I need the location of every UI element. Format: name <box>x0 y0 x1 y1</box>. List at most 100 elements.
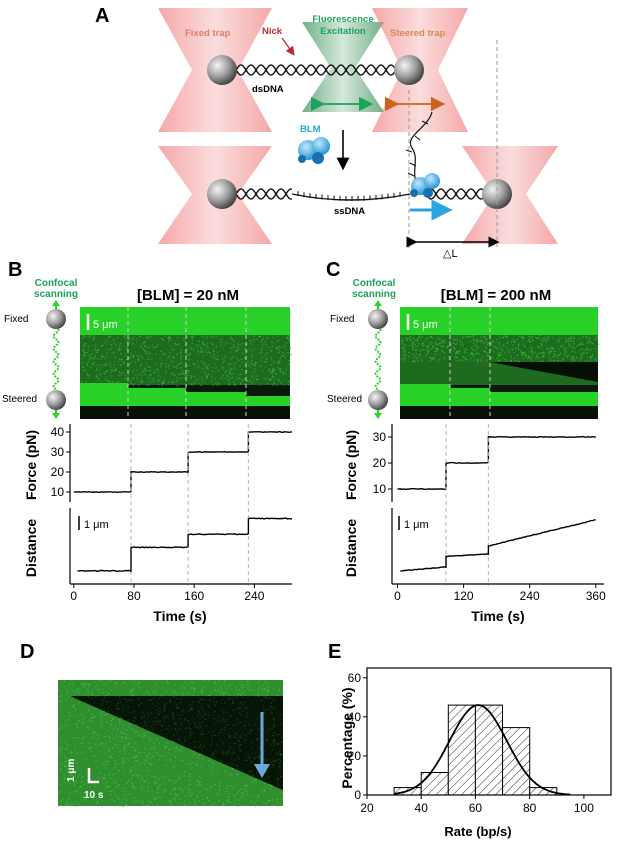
kymo-speckle <box>227 801 228 802</box>
kymo-speckle <box>74 715 75 716</box>
kymo-speckle <box>121 740 122 741</box>
kymo-speckle <box>198 782 199 783</box>
kymo-speckle <box>109 736 110 737</box>
kymo-speckle <box>257 339 258 340</box>
kymo-speckle <box>123 806 124 807</box>
kymo-speckle <box>277 367 278 368</box>
kymo-speckle <box>141 363 142 364</box>
kymo-speckle <box>554 351 555 352</box>
kymo-speckle <box>548 353 549 354</box>
kymo-speckle <box>196 764 197 765</box>
kymo-speckle <box>262 691 263 692</box>
kymo-speckle <box>231 343 232 344</box>
kymo-speckle <box>587 356 588 357</box>
kymo-speckle <box>486 352 487 353</box>
kymo-speckle <box>506 343 507 344</box>
kymo-speckle <box>59 805 60 806</box>
kymo-speckle <box>61 751 62 752</box>
kymo-speckle <box>271 377 272 378</box>
kymo-speckle <box>201 693 202 694</box>
kymo-speckle <box>145 682 146 683</box>
kymo-speckle <box>98 366 99 367</box>
kymo-speckle <box>96 369 97 370</box>
kymo-speckle <box>543 352 544 353</box>
kymo-speckle <box>118 381 119 382</box>
kymo-speckle <box>105 356 106 357</box>
kymo-speckle <box>108 787 109 788</box>
kymo-speckle <box>80 786 81 787</box>
kymo-speckle <box>129 743 130 744</box>
kymo-speckle <box>402 348 403 349</box>
kymo-speckle <box>153 370 154 371</box>
kymo-speckle <box>401 339 402 340</box>
kymo-speckle <box>206 376 207 377</box>
kymo-speckle <box>455 344 456 345</box>
kymo-speckle <box>179 378 180 379</box>
kymo-speckle <box>118 799 119 800</box>
kymo-speckle <box>226 343 227 344</box>
kymo-speckle <box>408 360 409 361</box>
kymo-speckle <box>190 774 191 775</box>
kymo-speckle <box>124 759 125 760</box>
kymo-speckle <box>567 357 568 358</box>
kymo-speckle <box>175 794 176 795</box>
kymo-speckle <box>542 345 543 346</box>
kymo-speckle <box>455 339 456 340</box>
kymo-speckle <box>204 680 205 681</box>
kymo-speckle <box>124 745 125 746</box>
kymo-speckle <box>98 689 99 690</box>
kymo-speckle <box>111 344 112 345</box>
kymo-speckle <box>170 802 171 803</box>
kymo-speckle <box>91 694 92 695</box>
kymo-speckle <box>505 359 506 360</box>
kymo-speckle <box>59 792 60 793</box>
kymo-speckle <box>584 352 585 353</box>
kymo-speckle <box>111 370 112 371</box>
kymo-speckle <box>128 781 129 782</box>
kymo-speckle <box>122 791 123 792</box>
kymo-speckle <box>453 336 454 337</box>
kymo-speckle <box>129 339 130 340</box>
x-tick-label: 100 <box>574 801 594 815</box>
kymo-speckle <box>238 360 239 361</box>
kymo-speckle <box>203 364 204 365</box>
kymo-speckle <box>85 735 86 736</box>
kymo-speckle <box>586 337 587 338</box>
kymo-speckle <box>529 339 530 340</box>
kymo-speckle <box>63 781 64 782</box>
kymo-speckle <box>107 786 108 787</box>
d-scale-y: 1 μm <box>66 759 77 782</box>
kymo-speckle <box>163 354 164 355</box>
kymo-speckle <box>201 360 202 361</box>
kymo-speckle <box>418 356 419 357</box>
kymo-speckle <box>111 363 112 364</box>
kymo-speckle <box>131 728 132 729</box>
kymo-speckle <box>473 335 474 336</box>
kymo-speckle <box>553 360 554 361</box>
kymo-speckle <box>233 348 234 349</box>
kymo-speckle <box>156 739 157 740</box>
kymo-speckle <box>99 735 100 736</box>
kymo-speckle <box>71 752 72 753</box>
kymo-speckle <box>485 352 486 353</box>
kymo-speckle <box>88 710 89 711</box>
kymo-speckle <box>273 376 274 377</box>
kymo-speckle <box>188 361 189 362</box>
kymo-speckle <box>141 371 142 372</box>
kymo-speckle <box>580 344 581 345</box>
kymo-speckle <box>211 786 212 787</box>
kymo-speckle <box>129 694 130 695</box>
kymo-speckle <box>417 340 418 341</box>
kymo-speckle <box>486 359 487 360</box>
kymo-speckle <box>206 346 207 347</box>
kymo-speckle <box>253 378 254 379</box>
kymo-speckle <box>119 770 120 771</box>
kymo-speckle <box>219 686 220 687</box>
kymo-speckle <box>176 377 177 378</box>
kymo-speckle <box>266 347 267 348</box>
kymo-speckle <box>215 690 216 691</box>
kymo-speckle <box>221 692 222 693</box>
steered-bead-top <box>394 55 424 85</box>
kymo-speckle <box>463 356 464 357</box>
kymo-speckle <box>240 789 241 790</box>
